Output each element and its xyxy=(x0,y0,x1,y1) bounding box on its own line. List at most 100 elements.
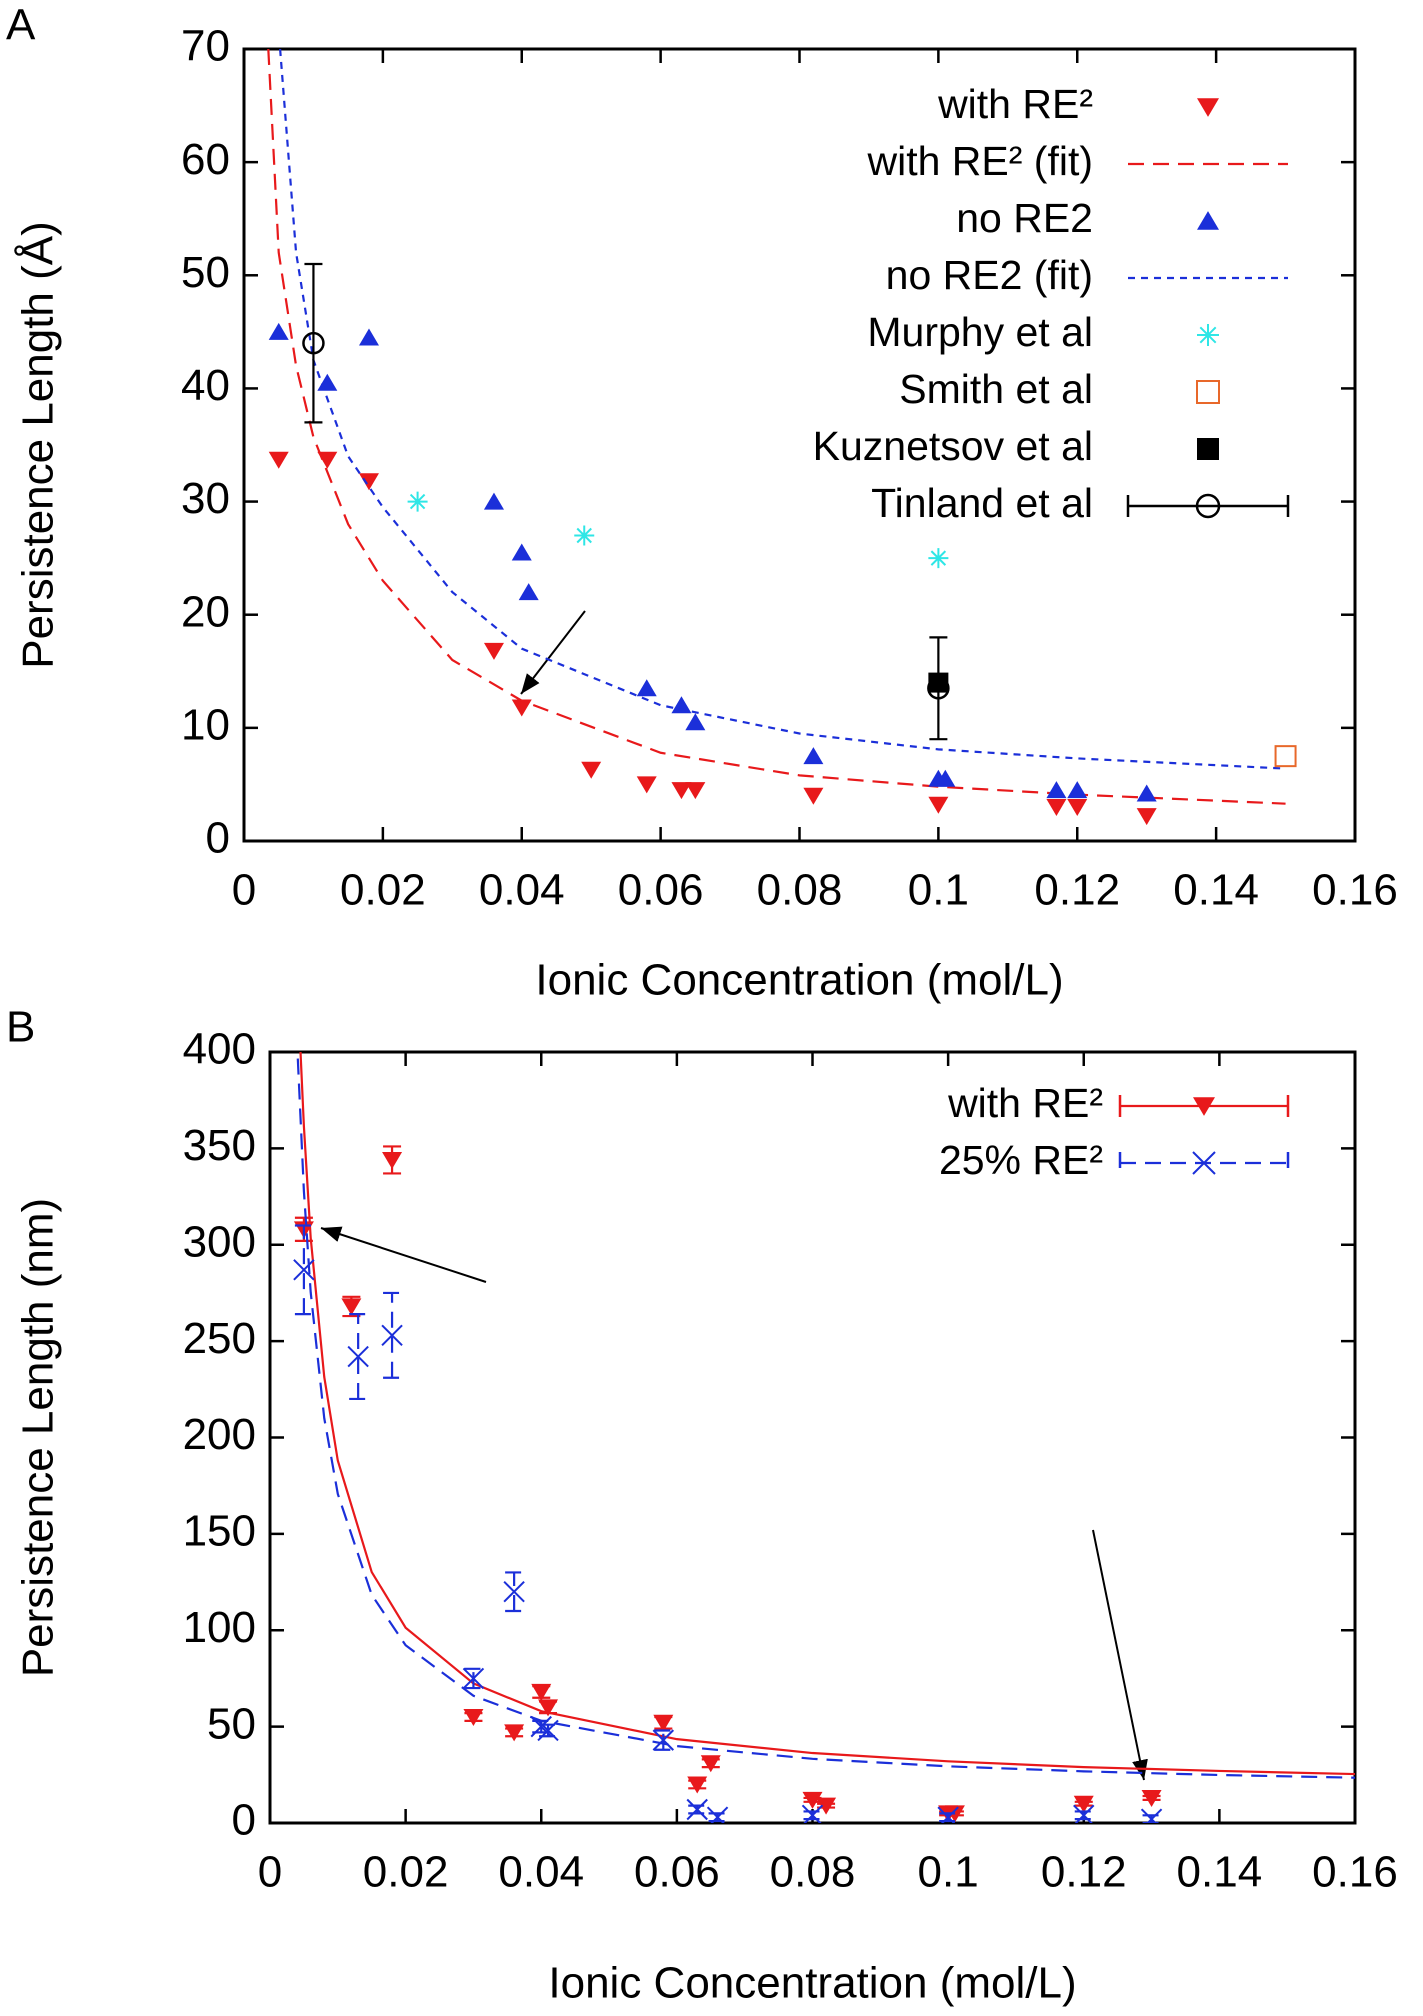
x-tick-label: 0.08 xyxy=(770,1848,856,1897)
marker xyxy=(347,1345,369,1368)
marker xyxy=(581,761,602,779)
y-tick-label: 400 xyxy=(183,1025,256,1074)
marker xyxy=(463,1708,484,1726)
marker xyxy=(1046,799,1067,817)
marker xyxy=(636,679,657,697)
legend-label: with RE² xyxy=(947,1080,1103,1126)
marker xyxy=(1197,211,1219,230)
marker xyxy=(1274,745,1297,768)
legend-label: no RE2 xyxy=(956,195,1093,241)
marker xyxy=(935,769,956,787)
x-tick-label: 0.12 xyxy=(1034,866,1120,915)
marker xyxy=(802,1791,823,1809)
marker xyxy=(407,491,428,512)
fit-line xyxy=(296,1058,1355,1779)
x-tick-label: 0.16 xyxy=(1312,1848,1398,1897)
marker xyxy=(483,642,504,660)
panel-label: B xyxy=(6,1003,35,1052)
marker xyxy=(483,492,504,510)
x-tick-label: 0 xyxy=(232,866,256,915)
x-tick-label: 0.14 xyxy=(1173,866,1259,915)
y-tick-label: 20 xyxy=(181,587,230,636)
legend-caps xyxy=(1118,1152,1290,1174)
marker xyxy=(302,331,325,355)
marker xyxy=(382,1151,403,1169)
y-axis-label: Persistence Length (Å) xyxy=(14,221,63,669)
marker xyxy=(636,776,657,794)
y-tick-label: 50 xyxy=(181,248,230,297)
marker xyxy=(1067,781,1088,799)
marker xyxy=(803,787,824,805)
y-tick-label: 50 xyxy=(207,1699,256,1748)
marker xyxy=(358,473,379,491)
x-tick-label: 0.1 xyxy=(918,1848,979,1897)
legend-label: Smith et al xyxy=(899,366,1093,412)
x-tick-label: 0 xyxy=(258,1848,282,1897)
legend-label: Tinland et al xyxy=(871,480,1093,526)
y-tick-label: 40 xyxy=(181,361,230,410)
plot-area xyxy=(293,1052,1355,1823)
y-tick-label: 250 xyxy=(183,1314,256,1363)
legend-label: 25% RE² xyxy=(939,1137,1103,1183)
y-tick-label: 350 xyxy=(183,1121,256,1170)
error-bar xyxy=(349,1313,368,1401)
marker xyxy=(538,1699,559,1717)
legend-caps xyxy=(1126,495,1290,517)
x-axis-label: Ionic Concentration (mol/L) xyxy=(535,956,1063,1005)
marker xyxy=(511,543,532,561)
marker xyxy=(1196,380,1220,404)
marker xyxy=(293,1259,315,1281)
fit-line xyxy=(279,49,1286,770)
marker xyxy=(1136,808,1157,826)
marker xyxy=(537,1719,559,1742)
marker xyxy=(504,1724,525,1742)
marker xyxy=(816,1797,837,1815)
x-axis-label: Ionic Concentration (mol/L) xyxy=(548,1959,1076,2008)
marker xyxy=(1067,799,1088,817)
legend-label: with RE² (fit) xyxy=(867,138,1094,184)
x-tick-label: 0.06 xyxy=(634,1848,720,1897)
marker xyxy=(803,747,824,765)
x-tick-label: 0.14 xyxy=(1177,1848,1263,1897)
y-tick-label: 30 xyxy=(181,474,230,523)
marker xyxy=(1073,1804,1095,1823)
error-bar xyxy=(294,1224,313,1316)
x-tick-label: 0.02 xyxy=(363,1848,449,1897)
marker xyxy=(686,1798,708,1821)
y-tick-label: 150 xyxy=(183,1507,256,1556)
marker xyxy=(706,1806,729,1823)
legend-label: Murphy et al xyxy=(867,309,1093,355)
marker xyxy=(1193,1097,1215,1116)
error-bar xyxy=(505,1571,524,1613)
marker xyxy=(927,677,950,700)
annotation-arrow xyxy=(1092,1529,1148,1781)
marker xyxy=(268,322,289,340)
x-tick-label: 0.04 xyxy=(479,866,565,915)
legend-caps xyxy=(1118,1095,1290,1117)
plot-frame xyxy=(242,47,1357,843)
marker xyxy=(511,699,532,717)
error-bar xyxy=(383,1291,402,1379)
x-tick-label: 0.08 xyxy=(757,866,843,915)
marker xyxy=(503,1580,525,1603)
y-tick-label: 10 xyxy=(181,700,230,749)
marker xyxy=(1197,324,1219,346)
y-tick-label: 300 xyxy=(183,1217,256,1266)
y-tick-label: 200 xyxy=(183,1410,256,1459)
marker xyxy=(700,1755,721,1773)
marker xyxy=(462,1667,485,1690)
marker xyxy=(574,525,595,546)
marker xyxy=(671,782,692,800)
error-bar xyxy=(929,636,948,741)
marker xyxy=(928,548,949,569)
marker xyxy=(1195,493,1221,519)
marker xyxy=(671,696,692,714)
panel-label: A xyxy=(6,1,36,50)
x-tick-label: 0.12 xyxy=(1041,1848,1127,1897)
marker xyxy=(1140,1808,1163,1823)
plot-area xyxy=(267,49,1297,826)
y-tick-label: 0 xyxy=(232,1796,256,1845)
legend-label: with RE² xyxy=(937,81,1093,127)
marker xyxy=(801,1804,824,1823)
